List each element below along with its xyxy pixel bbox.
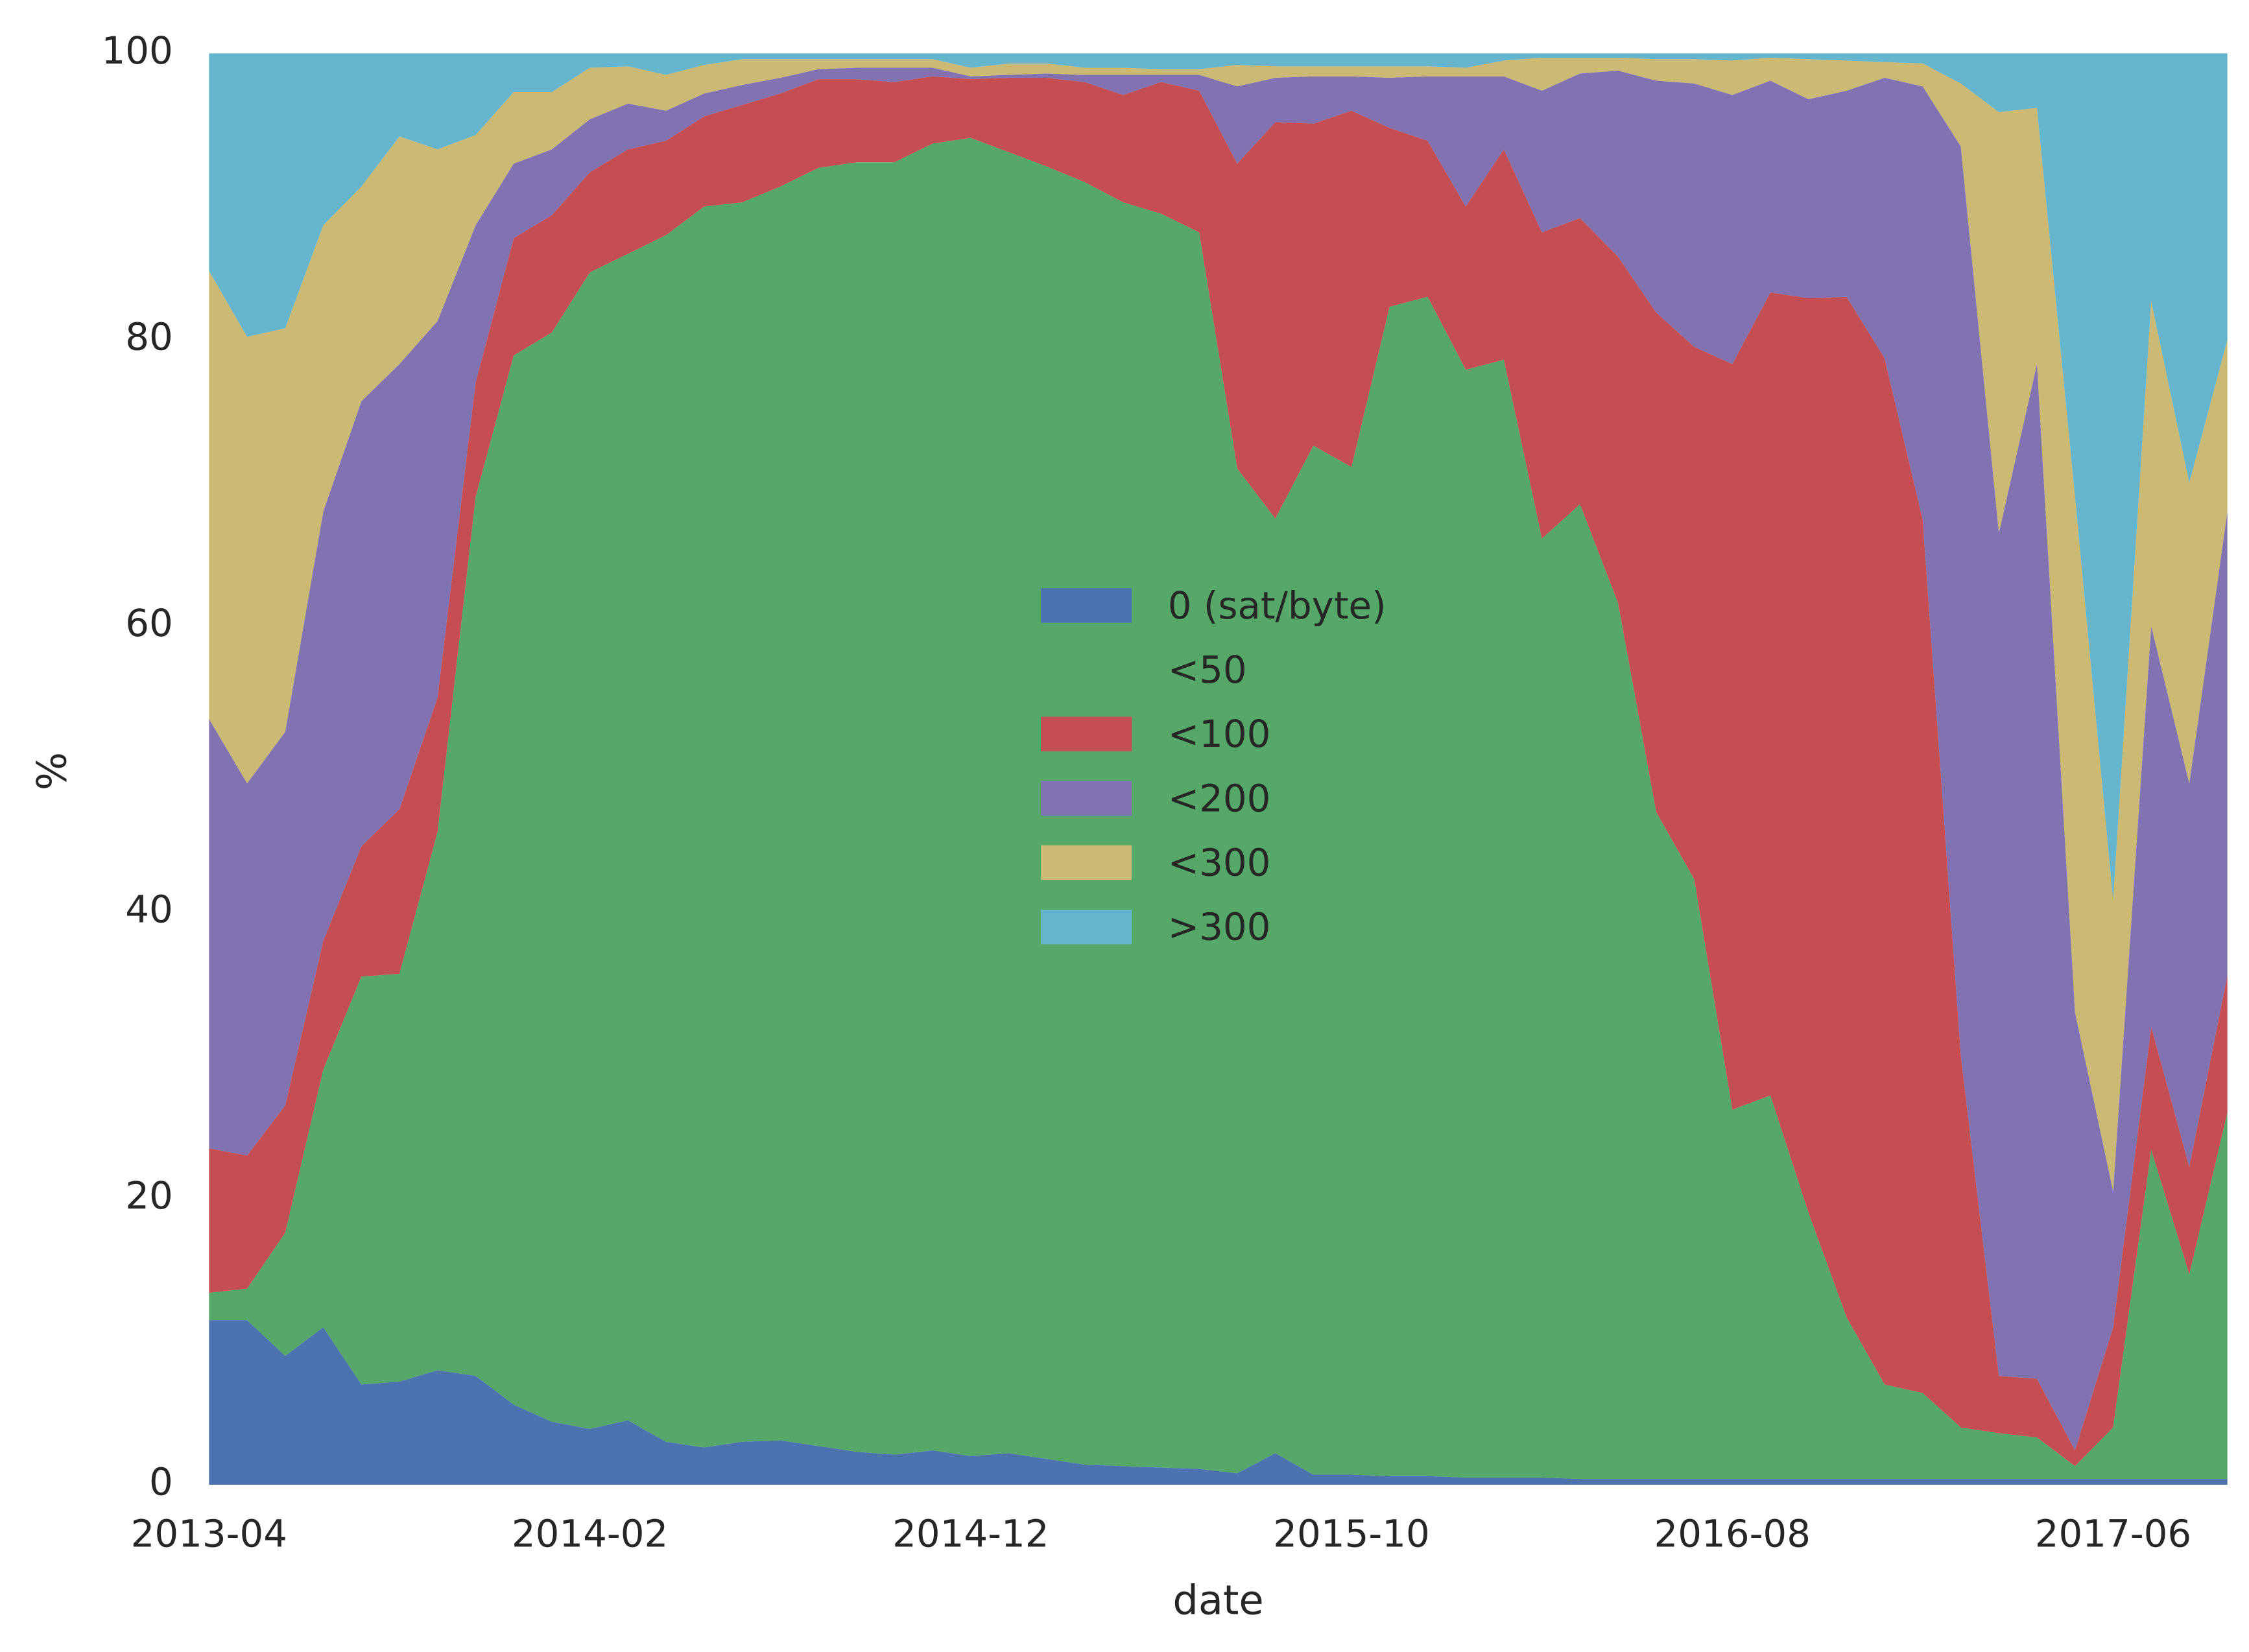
x-tick-label: 2013-04 <box>131 1512 287 1556</box>
x-tick-label: 2014-12 <box>892 1512 1049 1556</box>
legend-swatch <box>1041 652 1132 687</box>
legend-swatch <box>1041 781 1132 816</box>
area <box>209 67 2228 1450</box>
legend-swatch <box>1041 909 1132 945</box>
legend-swatch <box>1041 716 1132 751</box>
y-tick-label: 100 <box>101 29 173 73</box>
area <box>209 1320 2228 1485</box>
legend-swatch <box>1041 588 1132 623</box>
area <box>209 53 2228 901</box>
legend-label: >300 <box>1168 905 1271 949</box>
x-tick-label: 2016-08 <box>1654 1512 1811 1556</box>
x-tick-label: 2017-06 <box>2035 1512 2191 1556</box>
x-axis-label: date <box>1172 1576 1263 1623</box>
x-tick-label: 2015-10 <box>1273 1512 1429 1556</box>
x-tick-label: 2014-02 <box>512 1512 668 1556</box>
area <box>209 76 2228 1467</box>
legend-swatch <box>1041 845 1132 880</box>
y-tick-label: 0 <box>149 1460 173 1504</box>
y-axis-label: % <box>29 752 76 790</box>
y-tick-label: 20 <box>125 1174 173 1218</box>
legend-label: <200 <box>1168 776 1271 820</box>
area <box>209 137 2228 1480</box>
legend-label: <50 <box>1168 648 1247 692</box>
y-tick-label: 60 <box>125 601 173 645</box>
area <box>209 58 2228 1192</box>
legend-label: 0 (sat/byte) <box>1168 584 1386 628</box>
legend-label: <100 <box>1168 712 1271 756</box>
legend-label: <300 <box>1168 841 1271 885</box>
y-tick-label: 40 <box>125 888 173 932</box>
y-tick-label: 80 <box>125 315 173 359</box>
